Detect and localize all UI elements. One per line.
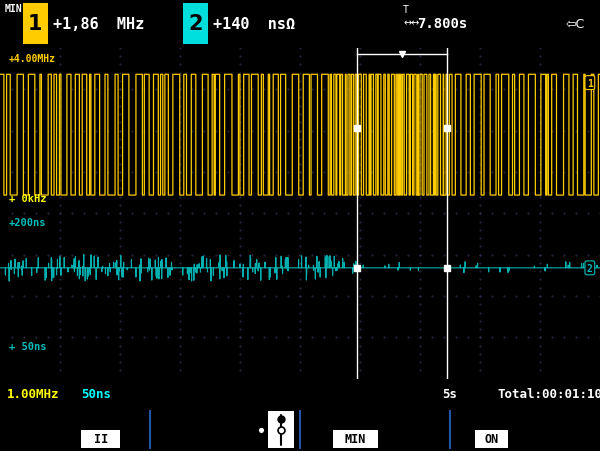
Text: II: II (94, 433, 108, 446)
Text: Total:00:01:10: Total:00:01:10 (498, 387, 600, 400)
Text: +140  nsΩ: +140 nsΩ (213, 17, 295, 32)
Bar (475, 429, 508, 447)
Text: +200ns: +200ns (9, 217, 47, 227)
Text: I: I (47, 433, 55, 446)
Bar (449, 410, 451, 449)
Text: +1,86  MHz: +1,86 MHz (53, 17, 144, 32)
Text: 1: 1 (587, 78, 593, 88)
Text: ON: ON (485, 433, 499, 446)
Text: +4.00MHz: +4.00MHz (9, 54, 56, 64)
Text: MOVE: MOVE (198, 423, 227, 436)
Text: + 50ns: + 50ns (9, 341, 47, 351)
Text: 1.00MHz: 1.00MHz (7, 387, 60, 400)
Text: T: T (403, 5, 409, 15)
Bar (81, 429, 120, 447)
Text: CURSOR: CURSOR (53, 414, 97, 427)
Bar (149, 410, 151, 449)
Bar (333, 429, 378, 447)
Text: 50ns: 50ns (81, 387, 111, 400)
Text: MIN: MIN (5, 4, 22, 14)
Text: CURSOR: CURSOR (503, 414, 547, 427)
Text: MOVE: MOVE (192, 423, 221, 436)
Text: MIN: MIN (344, 433, 366, 446)
Text: AVERAGE: AVERAGE (350, 414, 400, 427)
Text: ♡: ♡ (254, 421, 268, 438)
Text: ↔↔: ↔↔ (403, 18, 419, 28)
Text: 2: 2 (188, 14, 203, 34)
Text: + 0kHz: + 0kHz (9, 194, 47, 204)
Text: OFF: OFF (532, 433, 554, 446)
Bar (299, 410, 301, 449)
Text: 7.800s: 7.800s (417, 18, 467, 31)
Text: 1: 1 (28, 14, 43, 34)
Bar (183, 4, 208, 45)
Text: MAX: MAX (397, 433, 419, 446)
Text: 2: 2 (587, 263, 593, 273)
Bar (268, 412, 294, 447)
Text: 5s: 5s (443, 387, 458, 400)
Bar (23, 4, 48, 45)
Text: ⇦C: ⇦C (566, 18, 585, 31)
